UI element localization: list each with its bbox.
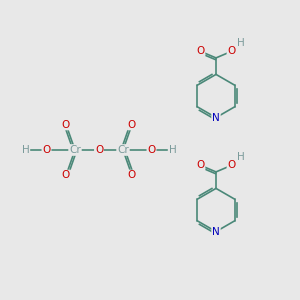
Text: O: O (227, 46, 236, 56)
Text: O: O (95, 145, 103, 155)
Text: O: O (196, 160, 205, 170)
Text: Cr: Cr (117, 145, 129, 155)
Text: O: O (128, 119, 136, 130)
Text: O: O (62, 170, 70, 181)
Text: O: O (42, 145, 51, 155)
Text: H: H (237, 152, 244, 162)
Text: O: O (227, 160, 236, 170)
Text: H: H (169, 145, 176, 155)
Text: O: O (62, 119, 70, 130)
Text: O: O (128, 170, 136, 181)
Text: H: H (22, 145, 29, 155)
Text: N: N (212, 226, 220, 237)
Text: Cr: Cr (69, 145, 81, 155)
Text: H: H (237, 38, 244, 48)
Text: N: N (212, 112, 220, 123)
Text: O: O (147, 145, 156, 155)
Text: O: O (196, 46, 205, 56)
